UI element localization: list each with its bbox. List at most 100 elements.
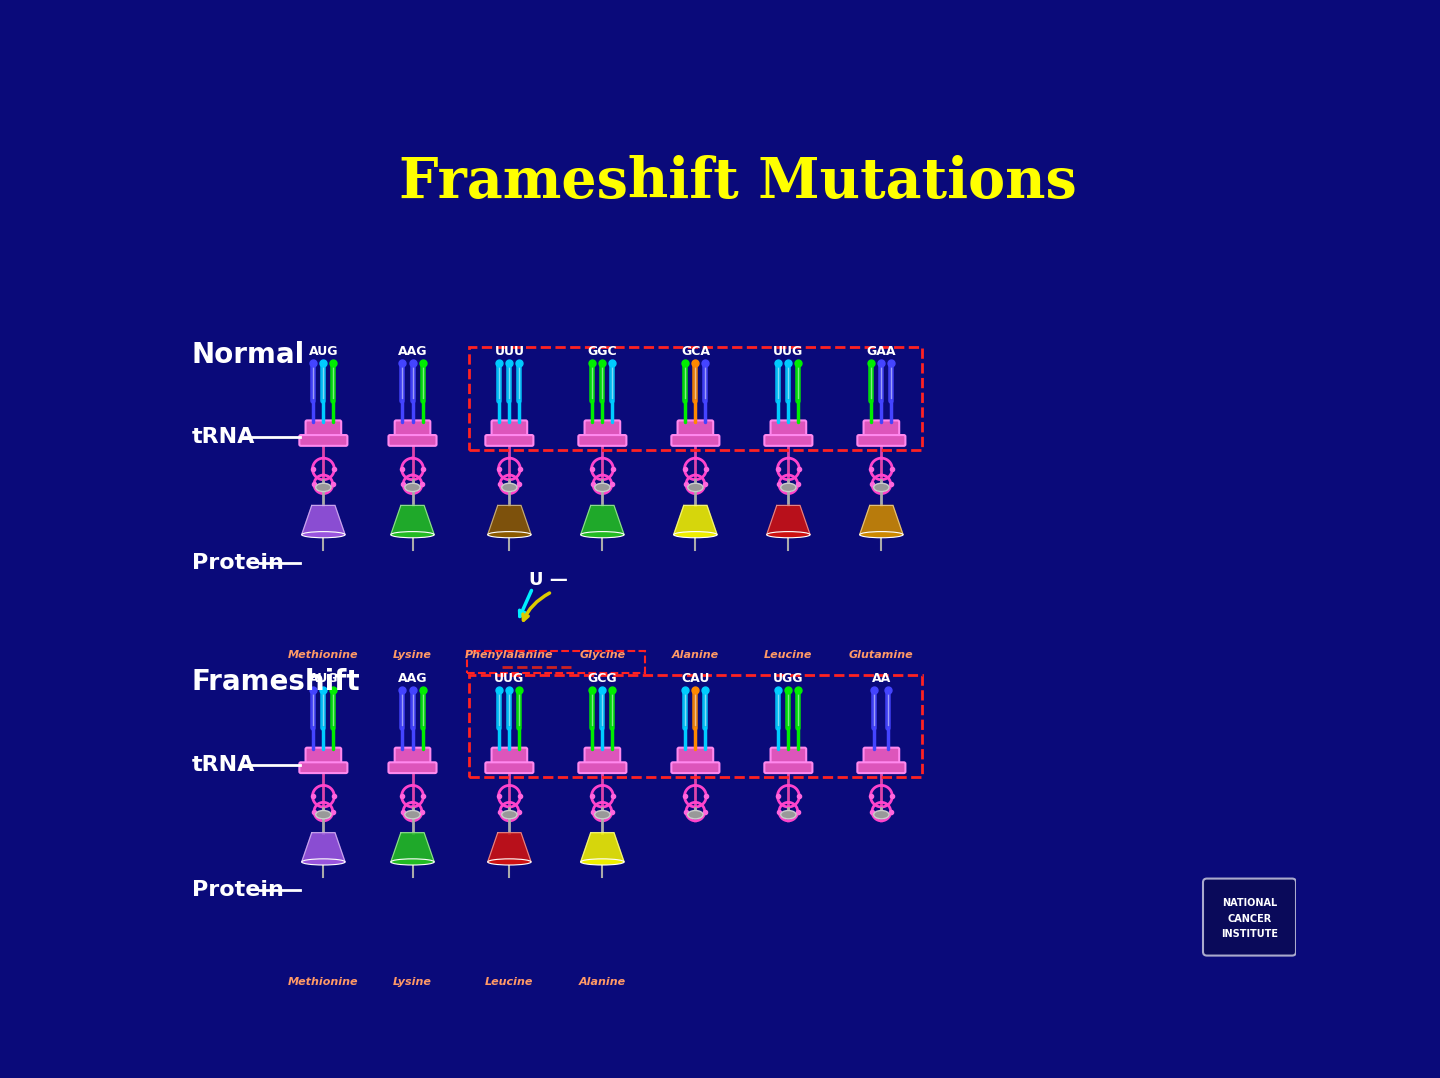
Ellipse shape <box>874 811 888 819</box>
FancyBboxPatch shape <box>579 762 626 773</box>
Ellipse shape <box>580 859 624 865</box>
FancyBboxPatch shape <box>1202 879 1296 955</box>
Ellipse shape <box>488 859 531 865</box>
Ellipse shape <box>501 811 517 819</box>
Text: Glycine: Glycine <box>579 650 625 660</box>
Ellipse shape <box>780 483 796 492</box>
Ellipse shape <box>488 531 531 538</box>
Text: AAG: AAG <box>397 345 428 358</box>
Polygon shape <box>390 506 435 535</box>
FancyBboxPatch shape <box>678 748 713 764</box>
Text: Normal: Normal <box>192 341 305 369</box>
Text: Frameshift: Frameshift <box>192 668 360 696</box>
FancyBboxPatch shape <box>864 420 899 438</box>
FancyBboxPatch shape <box>395 420 431 438</box>
Text: Lysine: Lysine <box>393 977 432 987</box>
Text: Protein: Protein <box>192 880 284 900</box>
Ellipse shape <box>688 811 703 819</box>
Ellipse shape <box>595 811 611 819</box>
Text: Phenylalanine: Phenylalanine <box>465 650 553 660</box>
Ellipse shape <box>860 531 903 538</box>
Text: Glutamine: Glutamine <box>850 650 914 660</box>
Ellipse shape <box>874 483 888 492</box>
Ellipse shape <box>501 483 517 492</box>
Text: Alanine: Alanine <box>672 650 719 660</box>
Text: tRNA: tRNA <box>192 755 255 775</box>
Ellipse shape <box>390 531 435 538</box>
Ellipse shape <box>405 811 420 819</box>
Text: UGG: UGG <box>773 673 804 686</box>
FancyBboxPatch shape <box>300 436 347 446</box>
FancyBboxPatch shape <box>678 420 713 438</box>
Polygon shape <box>860 506 903 535</box>
Polygon shape <box>488 832 531 862</box>
FancyBboxPatch shape <box>305 420 341 438</box>
Text: INSTITUTE: INSTITUTE <box>1221 929 1279 939</box>
Polygon shape <box>766 506 811 535</box>
Text: CANCER: CANCER <box>1227 914 1272 924</box>
Ellipse shape <box>780 811 796 819</box>
Ellipse shape <box>390 859 435 865</box>
Text: Leucine: Leucine <box>485 977 534 987</box>
Ellipse shape <box>580 531 624 538</box>
Ellipse shape <box>315 483 331 492</box>
FancyBboxPatch shape <box>579 436 626 446</box>
FancyBboxPatch shape <box>585 748 621 764</box>
FancyBboxPatch shape <box>395 748 431 764</box>
FancyBboxPatch shape <box>485 762 533 773</box>
FancyBboxPatch shape <box>857 436 906 446</box>
Text: U —: U — <box>528 571 567 590</box>
Polygon shape <box>301 832 346 862</box>
FancyBboxPatch shape <box>770 748 806 764</box>
FancyBboxPatch shape <box>864 748 899 764</box>
FancyBboxPatch shape <box>585 420 621 438</box>
FancyBboxPatch shape <box>765 436 812 446</box>
Text: Protein: Protein <box>192 553 284 572</box>
Text: GCA: GCA <box>681 345 710 358</box>
Text: UUG: UUG <box>494 673 524 686</box>
Text: GGC: GGC <box>588 345 618 358</box>
FancyBboxPatch shape <box>671 436 720 446</box>
Ellipse shape <box>674 531 717 538</box>
Ellipse shape <box>301 859 346 865</box>
FancyBboxPatch shape <box>857 762 906 773</box>
Polygon shape <box>674 506 717 535</box>
Text: AUG: AUG <box>308 345 338 358</box>
FancyBboxPatch shape <box>671 762 720 773</box>
Text: Methionine: Methionine <box>288 650 359 660</box>
FancyBboxPatch shape <box>491 748 527 764</box>
Polygon shape <box>580 506 624 535</box>
Text: NATIONAL: NATIONAL <box>1223 898 1277 908</box>
Polygon shape <box>390 832 435 862</box>
Text: Leucine: Leucine <box>765 650 812 660</box>
Text: CAU: CAU <box>681 673 710 686</box>
Ellipse shape <box>301 531 346 538</box>
Text: AA: AA <box>871 673 891 686</box>
Polygon shape <box>488 506 531 535</box>
Text: GAA: GAA <box>867 345 896 358</box>
Text: GCG: GCG <box>588 673 618 686</box>
Text: Frameshift Mutations: Frameshift Mutations <box>399 155 1077 210</box>
FancyBboxPatch shape <box>389 762 436 773</box>
Text: Alanine: Alanine <box>579 977 626 987</box>
Polygon shape <box>301 506 346 535</box>
FancyBboxPatch shape <box>765 762 812 773</box>
FancyBboxPatch shape <box>305 748 341 764</box>
Ellipse shape <box>405 483 420 492</box>
Polygon shape <box>580 832 624 862</box>
Text: AUG: AUG <box>308 673 338 686</box>
Ellipse shape <box>766 531 811 538</box>
Text: UUU: UUU <box>494 345 524 358</box>
Ellipse shape <box>688 483 703 492</box>
Text: AAG: AAG <box>397 673 428 686</box>
FancyBboxPatch shape <box>491 420 527 438</box>
FancyBboxPatch shape <box>389 436 436 446</box>
Text: UUG: UUG <box>773 345 804 358</box>
FancyBboxPatch shape <box>485 436 533 446</box>
FancyBboxPatch shape <box>770 420 806 438</box>
FancyBboxPatch shape <box>300 762 347 773</box>
Text: tRNA: tRNA <box>192 427 255 447</box>
Text: Lysine: Lysine <box>393 650 432 660</box>
Ellipse shape <box>595 483 611 492</box>
Ellipse shape <box>315 811 331 819</box>
